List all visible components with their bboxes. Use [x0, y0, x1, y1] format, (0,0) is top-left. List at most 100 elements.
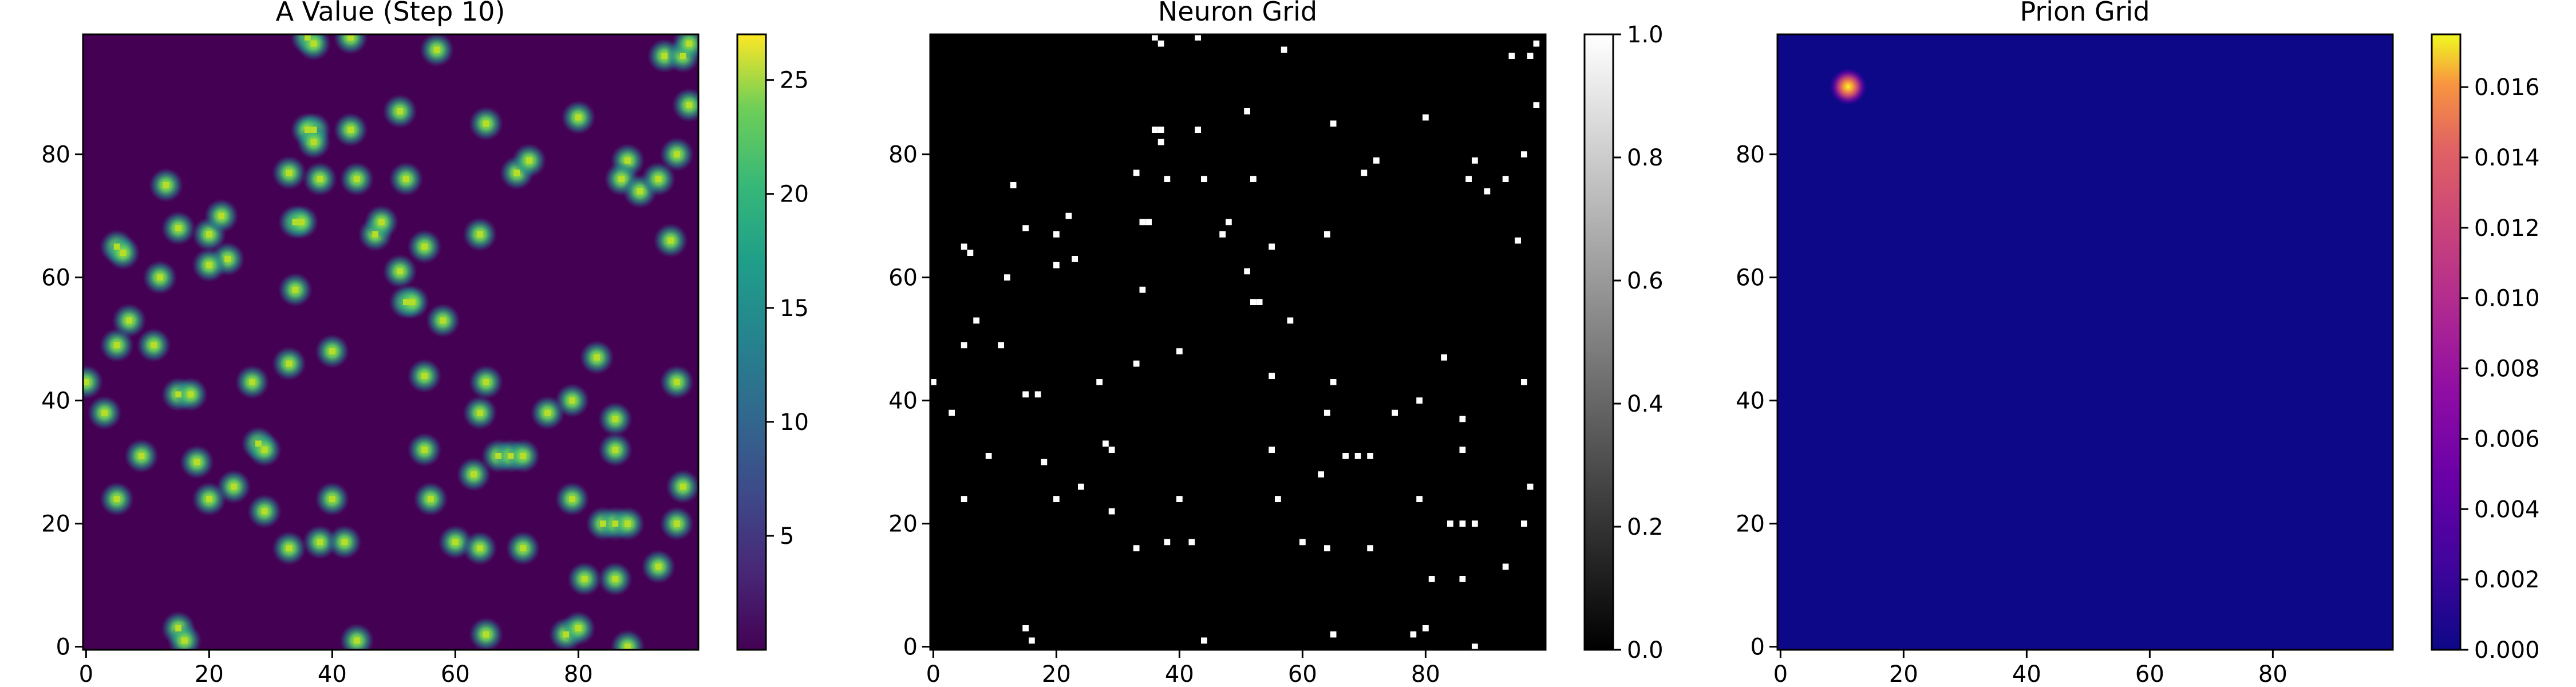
a-value-peak — [101, 409, 108, 416]
a-value-peak — [625, 520, 631, 527]
x-tick-label: 60 — [2135, 661, 2164, 687]
a-value-peak — [261, 447, 268, 453]
neuron-cell — [1324, 409, 1330, 416]
a-value-peak — [113, 342, 120, 349]
a-value-peak — [157, 274, 163, 281]
colorbar-tick-label: 0.012 — [2474, 215, 2540, 242]
colorbar-tick-label: 0.002 — [2474, 567, 2540, 593]
neuron-cell — [1472, 643, 1478, 650]
prion-grid-heatmap: 0 20 40 60 80 0 20 40 60 80 — [1736, 33, 2394, 687]
x-tick-label: 80 — [1411, 661, 1440, 687]
neuron-cell — [1157, 139, 1164, 145]
neuron-cell — [985, 453, 992, 459]
neuron-cell — [1367, 545, 1373, 551]
prion-grid-axis-ticks: 0 20 40 60 80 0 20 40 60 80 — [1736, 142, 2287, 687]
neuron-grid-heatmap: 0 20 40 60 80 0 20 40 60 80 — [888, 33, 1547, 687]
a-value-peak — [655, 176, 662, 182]
a-value-peak — [477, 231, 483, 238]
neuron-cell — [1108, 508, 1115, 515]
x-tick-label: 80 — [564, 661, 593, 687]
a-value-peak — [341, 539, 348, 546]
neuron-cell — [1022, 625, 1029, 631]
a-value-peak — [310, 127, 317, 133]
colorbar-tick-label: 15 — [780, 295, 809, 322]
a-value-colorbar: 5 10 15 20 25 — [736, 33, 809, 651]
neuron-cell — [1484, 188, 1491, 195]
neuron-cell — [1269, 243, 1275, 250]
a-value-peak — [378, 219, 385, 226]
neuron-cell — [1416, 397, 1423, 404]
a-value-peak — [477, 545, 483, 551]
neuron-cell — [1053, 231, 1060, 238]
neuron-cell — [998, 342, 1004, 349]
colorbar-tick-label: 25 — [780, 68, 809, 94]
a-value-peak — [292, 219, 299, 226]
prion-grid-colorbar-frame — [2431, 33, 2462, 651]
a-value-colorbar-ticks: 5 10 15 20 25 — [766, 68, 809, 550]
a-value-peak — [409, 299, 416, 305]
neuron-cell — [1441, 354, 1447, 361]
neuron-cell — [1392, 409, 1398, 416]
y-tick-label: 20 — [1736, 511, 1765, 538]
a-value-peak — [575, 114, 582, 121]
neuron-cell — [1527, 483, 1534, 490]
colorbar-tick-label: 0.000 — [2474, 637, 2540, 664]
neuron-cell — [1133, 169, 1140, 176]
neuron-cell — [1145, 219, 1152, 226]
a-value-peak — [120, 250, 127, 256]
a-value-peak — [520, 545, 526, 551]
a-value-peak — [83, 379, 89, 385]
neuron-cell — [930, 379, 937, 385]
colorbar-tick-label: 1.0 — [1627, 22, 1664, 48]
neuron-grid-background — [930, 34, 1546, 650]
neuron-cell — [1502, 176, 1509, 182]
neuron-cell — [961, 342, 967, 349]
panel-title-neuron-grid: Neuron Grid — [1158, 0, 1317, 27]
neuron-cell — [1022, 391, 1029, 398]
a-value-peak — [513, 169, 520, 176]
neuron-cell — [1041, 459, 1048, 465]
x-tick-label: 0 — [926, 661, 941, 687]
panel-title-a-value: A Value (Step 10) — [276, 0, 505, 27]
neuron-cell — [1139, 219, 1146, 226]
y-tick-label: 20 — [888, 511, 918, 538]
neuron-cell — [1029, 637, 1035, 644]
neuron-cell — [1072, 256, 1078, 262]
neuron-cell — [1324, 231, 1330, 238]
neuron-cell — [1269, 447, 1275, 453]
a-value-peak — [440, 317, 447, 324]
neuron-cell — [1275, 496, 1281, 502]
a-value-peak — [618, 176, 625, 182]
colorbar-tick-label: 10 — [780, 409, 809, 436]
a-value-peak — [507, 453, 514, 459]
prion-grid-colorbar-ticks: 0.000 0.002 0.004 0.006 0.008 0.010 0.012 0.014… — [2460, 74, 2540, 664]
prion-grid-colorbar-gradient — [2432, 34, 2460, 650]
x-tick-label: 0 — [79, 661, 93, 687]
a-value-peak — [575, 625, 582, 631]
a-value-peak — [471, 471, 477, 477]
a-value-colorbar-gradient — [737, 34, 766, 650]
neuron-cell — [1459, 576, 1466, 582]
y-tick-label: 80 — [41, 142, 70, 168]
neuron-cell — [1004, 274, 1010, 281]
neuron-cell — [961, 243, 967, 250]
neuron-cell — [1195, 34, 1201, 41]
y-tick-label: 40 — [1736, 388, 1765, 414]
x-tick-label: 20 — [1042, 661, 1071, 687]
neuron-cell — [1472, 520, 1478, 527]
neuron-cell — [1373, 157, 1380, 164]
a-value-peak — [612, 520, 619, 527]
neuron-cell — [1465, 176, 1472, 182]
a-value-peak — [612, 576, 619, 582]
a-value-blob — [333, 34, 368, 55]
a-value-peak — [483, 379, 489, 385]
x-tick-label: 60 — [1288, 661, 1317, 687]
a-value-peak — [612, 447, 619, 453]
neuron-cell — [1281, 46, 1287, 53]
a-value-peak — [175, 391, 181, 398]
neuron-cell — [1367, 453, 1373, 459]
a-value-peak — [206, 496, 212, 502]
colorbar-tick-label: 0.006 — [2474, 426, 2540, 452]
a-value-blob — [610, 629, 645, 650]
a-value-peak — [261, 508, 268, 515]
